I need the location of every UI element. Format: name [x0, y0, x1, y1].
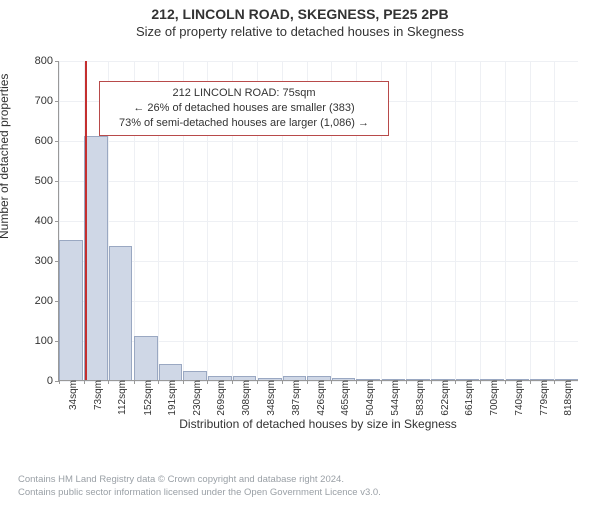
- x-tick-label: 152sqm: [137, 380, 154, 416]
- y-tick-label: 500: [35, 175, 59, 187]
- x-tick-mark: [257, 380, 258, 384]
- gridline-vertical: [554, 61, 555, 380]
- x-tick-label: 661sqm: [458, 380, 475, 416]
- x-tick-label: 308sqm: [235, 380, 252, 416]
- histogram-bar: [406, 379, 430, 380]
- x-tick-label: 818sqm: [557, 380, 574, 416]
- annotation-line: 212 LINCOLN ROAD: 75sqm: [108, 86, 380, 101]
- histogram-bar: [109, 246, 133, 380]
- y-tick-label: 800: [35, 55, 59, 67]
- x-tick-mark: [406, 380, 407, 384]
- x-tick-mark: [381, 380, 382, 384]
- x-tick-label: 700sqm: [483, 380, 500, 416]
- gridline-vertical: [530, 61, 531, 380]
- y-axis-label: Number of detached properties: [0, 74, 11, 239]
- x-tick-mark: [431, 380, 432, 384]
- x-tick-label: 73sqm: [87, 380, 104, 410]
- x-tick-mark: [134, 380, 135, 384]
- x-tick-label: 740sqm: [508, 380, 525, 416]
- x-tick-label: 583sqm: [409, 380, 426, 416]
- y-tick-label: 0: [47, 375, 59, 387]
- annotation-line: 73% of semi-detached houses are larger (…: [108, 116, 380, 131]
- histogram-bar: [307, 376, 331, 380]
- chart-container: Number of detached properties 0100200300…: [0, 39, 600, 439]
- histogram-plot: 010020030040050060070080034sqm73sqm112sq…: [58, 61, 578, 381]
- x-tick-mark: [356, 380, 357, 384]
- histogram-bar: [456, 379, 480, 380]
- y-tick-label: 200: [35, 295, 59, 307]
- x-tick-mark: [232, 380, 233, 384]
- x-tick-mark: [530, 380, 531, 384]
- x-tick-label: 387sqm: [285, 380, 302, 416]
- histogram-bar: [134, 336, 158, 380]
- gridline-horizontal: [59, 221, 578, 222]
- gridline-vertical: [480, 61, 481, 380]
- x-tick-mark: [331, 380, 332, 384]
- x-tick-label: 348sqm: [260, 380, 277, 416]
- x-tick-label: 426sqm: [310, 380, 327, 416]
- x-tick-mark: [108, 380, 109, 384]
- x-tick-label: 112sqm: [111, 380, 128, 415]
- histogram-bar: [159, 364, 183, 380]
- x-tick-label: 230sqm: [186, 380, 203, 416]
- histogram-bar: [84, 136, 108, 380]
- gridline-vertical: [455, 61, 456, 380]
- x-tick-label: 544sqm: [384, 380, 401, 416]
- histogram-bar: [382, 379, 406, 380]
- annotation-box: 212 LINCOLN ROAD: 75sqm← 26% of detached…: [99, 81, 389, 136]
- x-tick-label: 269sqm: [210, 380, 227, 416]
- y-tick-label: 100: [35, 335, 59, 347]
- histogram-bar: [530, 379, 554, 380]
- x-axis-label: Distribution of detached houses by size …: [58, 417, 578, 431]
- subject-property-marker: [85, 61, 87, 380]
- address-title: 212, LINCOLN ROAD, SKEGNESS, PE25 2PB: [0, 6, 600, 22]
- x-tick-mark: [183, 380, 184, 384]
- histogram-bar: [431, 379, 455, 380]
- x-tick-mark: [84, 380, 85, 384]
- x-tick-label: 779sqm: [533, 380, 550, 416]
- chart-subtitle: Size of property relative to detached ho…: [0, 24, 600, 39]
- histogram-bar: [283, 376, 307, 380]
- histogram-bar: [233, 376, 257, 380]
- gridline-vertical: [505, 61, 506, 380]
- y-tick-label: 300: [35, 255, 59, 267]
- gridline-vertical: [406, 61, 407, 380]
- footer-line: Contains public sector information licen…: [18, 487, 582, 500]
- gridline-vertical: [431, 61, 432, 380]
- x-tick-mark: [505, 380, 506, 384]
- x-tick-mark: [455, 380, 456, 384]
- gridline-horizontal: [59, 301, 578, 302]
- histogram-bar: [258, 378, 282, 380]
- histogram-bar: [506, 379, 530, 380]
- annotation-line: ← 26% of detached houses are smaller (38…: [108, 101, 380, 116]
- gridline-horizontal: [59, 181, 578, 182]
- x-tick-mark: [554, 380, 555, 384]
- gridline-horizontal: [59, 61, 578, 62]
- x-tick-label: 465sqm: [334, 380, 351, 416]
- x-tick-mark: [307, 380, 308, 384]
- y-tick-label: 700: [35, 95, 59, 107]
- x-tick-label: 34sqm: [62, 380, 79, 410]
- x-tick-mark: [207, 380, 208, 384]
- footer-line: Contains HM Land Registry data © Crown c…: [18, 474, 582, 487]
- x-tick-mark: [158, 380, 159, 384]
- x-tick-mark: [59, 380, 60, 384]
- gridline-horizontal: [59, 141, 578, 142]
- x-tick-label: 622sqm: [434, 380, 451, 416]
- histogram-bar: [59, 240, 83, 380]
- histogram-bar: [208, 376, 232, 380]
- histogram-bar: [332, 378, 356, 380]
- histogram-bar: [183, 371, 207, 380]
- y-tick-label: 600: [35, 135, 59, 147]
- attribution-footer: Contains HM Land Registry data © Crown c…: [0, 474, 600, 500]
- histogram-bar: [356, 379, 380, 380]
- x-tick-label: 504sqm: [359, 380, 376, 416]
- y-tick-label: 400: [35, 215, 59, 227]
- histogram-bar: [480, 379, 504, 380]
- x-tick-label: 191sqm: [161, 380, 178, 416]
- histogram-bar: [555, 379, 579, 380]
- x-tick-mark: [480, 380, 481, 384]
- x-tick-mark: [282, 380, 283, 384]
- gridline-horizontal: [59, 261, 578, 262]
